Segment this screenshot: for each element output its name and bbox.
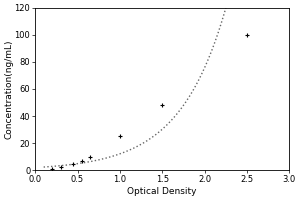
Y-axis label: Concentration(ng/mL): Concentration(ng/mL) xyxy=(4,39,13,139)
X-axis label: Optical Density: Optical Density xyxy=(128,187,197,196)
